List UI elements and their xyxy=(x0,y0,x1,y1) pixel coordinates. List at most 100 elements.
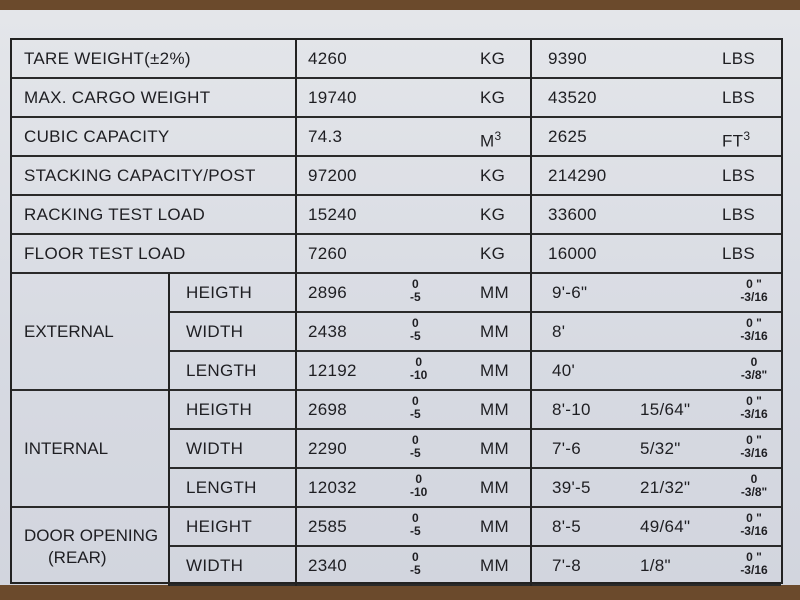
table-row: HEIGTH 2698 0 -5 MM 8'-10 15/64" 0 " -3/16 xyxy=(170,391,781,430)
unit-exponent: 3 xyxy=(494,129,502,143)
feet-value: 8'-10 xyxy=(552,400,591,419)
metric-tolerance: 0 -10 xyxy=(410,473,427,499)
metric-tolerance: 0 -5 xyxy=(410,278,421,304)
metric-tolerance: 0 -5 xyxy=(410,395,421,421)
imperial-unit: LBS xyxy=(722,196,755,233)
table-row: MAX. CARGO WEIGHT 19740 KG 43520 LBS xyxy=(12,79,781,118)
metric-value: 97200 xyxy=(308,166,357,185)
unit-text: KG xyxy=(480,49,506,68)
feet-value: 8'-5 xyxy=(552,517,582,536)
tolerance-lower: -5 xyxy=(410,524,421,538)
metric-value: 2438 xyxy=(308,322,348,341)
tolerance-lower: -5 xyxy=(410,407,421,421)
table-row: CUBIC CAPACITY 74.3 M3 2625 FT3 xyxy=(12,118,781,157)
tolerance-upper: 0 xyxy=(411,316,419,330)
tolerance-upper: 0 xyxy=(750,355,758,369)
metric-unit: MM xyxy=(480,400,509,419)
tolerance-upper: 0 xyxy=(750,472,758,486)
imperial-unit: LBS xyxy=(722,157,755,194)
metric-value: 74.3 xyxy=(308,127,343,146)
metric-unit: MM xyxy=(480,556,509,575)
imperial-value: 43520 xyxy=(548,88,597,107)
tolerance-upper: 0 " xyxy=(746,511,762,525)
metric-value: 2698 xyxy=(308,400,348,419)
metric-value: 19740 xyxy=(308,88,357,107)
inch-value: 5/32" xyxy=(640,439,681,458)
metric-value: 15240 xyxy=(308,205,357,224)
metric-value: 2290 xyxy=(308,439,348,458)
dimension-label: WIDTH xyxy=(186,322,244,341)
row-label: RACKING TEST LOAD xyxy=(24,205,206,224)
tolerance-lower: -3/8" xyxy=(740,485,768,499)
tolerance-lower: -10 xyxy=(410,485,428,499)
table-row: TARE WEIGHT(±2%) 4260 KG 9390 LBS xyxy=(12,40,781,79)
tolerance-upper: 0 " xyxy=(746,550,762,564)
tolerance-lower: -3/16 xyxy=(740,446,768,460)
row-label: CUBIC CAPACITY xyxy=(24,127,170,146)
metric-value: 4260 xyxy=(308,49,348,68)
column-divider xyxy=(530,40,532,586)
imperial-tolerance: 0 " -3/16 xyxy=(732,551,776,577)
group-label-line: (REAR) xyxy=(48,548,107,567)
metric-tolerance: 0 -5 xyxy=(410,317,421,343)
feet-value: 39'-5 xyxy=(552,478,591,497)
tolerance-lower: -3/8" xyxy=(740,368,768,382)
tolerance-upper: 0 " xyxy=(746,277,762,291)
metric-unit: KG xyxy=(480,196,505,233)
tolerance-upper: 0 xyxy=(411,433,419,447)
dimension-label: HEIGTH xyxy=(186,400,253,419)
metric-value: 2896 xyxy=(308,283,348,302)
metric-unit: MM xyxy=(480,322,509,341)
metric-value: 12032 xyxy=(308,478,357,497)
metric-unit: MM xyxy=(480,517,509,536)
feet-value: 40' xyxy=(552,361,576,380)
imperial-tolerance: 0 -3/8" xyxy=(732,473,776,499)
unit-text: KG xyxy=(480,166,506,185)
tolerance-lower: -3/16 xyxy=(740,329,768,343)
tolerance-lower: -5 xyxy=(410,290,421,304)
group-label-2: INTERNAL xyxy=(12,391,170,508)
tolerance-lower: -3/16 xyxy=(740,524,768,538)
row-label: FLOOR TEST LOAD xyxy=(24,244,186,263)
imperial-tolerance: 0 -3/8" xyxy=(732,356,776,382)
metric-value: 12192 xyxy=(308,361,357,380)
row-label: TARE WEIGHT(±2%) xyxy=(24,49,191,68)
table-row: WIDTH 2340 0 -5 MM 7'-8 1/8" 0 " -3/16 xyxy=(170,547,781,586)
imperial-tolerance: 0 " -3/16 xyxy=(732,434,776,460)
group-label-1: EXTERNAL xyxy=(12,274,170,391)
group-label-3: DOOR OPENING (REAR) xyxy=(12,508,170,586)
imperial-value: 214290 xyxy=(548,166,607,185)
feet-value: 7'-6 xyxy=(552,439,582,458)
inch-value: 21/32" xyxy=(640,478,691,497)
metric-value: 7260 xyxy=(308,244,348,263)
tolerance-lower: -10 xyxy=(410,368,428,382)
metric-unit: MM xyxy=(480,478,509,497)
unit-exponent: 3 xyxy=(743,129,751,143)
unit-text: FT xyxy=(722,131,744,151)
dimension-label: HEIGTH xyxy=(186,283,253,302)
tolerance-upper: 0 " xyxy=(746,394,762,408)
unit-text: LBS xyxy=(722,244,756,263)
table-row: RACKING TEST LOAD 15240 KG 33600 LBS xyxy=(12,196,781,235)
row-label: STACKING CAPACITY/POST xyxy=(24,166,256,185)
table-row: STACKING CAPACITY/POST 97200 KG 214290 LBS xyxy=(12,157,781,196)
tolerance-upper: 0 " xyxy=(746,316,762,330)
table-row: LENGTH 12032 0 -10 MM 39'-5 21/32" 0 -3/8" xyxy=(170,469,781,508)
tolerance-lower: -5 xyxy=(410,329,421,343)
metric-unit: KG xyxy=(480,40,505,77)
metric-unit: KG xyxy=(480,235,505,272)
imperial-unit: LBS xyxy=(722,79,755,116)
imperial-unit: LBS xyxy=(722,40,755,77)
table-row: WIDTH 2290 0 -5 MM 7'-6 5/32" 0 " -3/16 xyxy=(170,430,781,469)
inch-value: 49/64" xyxy=(640,517,691,536)
imperial-value: 16000 xyxy=(548,244,597,263)
imperial-tolerance: 0 " -3/16 xyxy=(732,317,776,343)
unit-text: LBS xyxy=(722,88,756,107)
dimension-label: HEIGHT xyxy=(186,517,253,536)
column-divider xyxy=(295,40,297,586)
tolerance-upper: 0 xyxy=(411,394,419,408)
imperial-tolerance: 0 " -3/16 xyxy=(732,278,776,304)
unit-text: M xyxy=(480,131,495,151)
metric-unit: KG xyxy=(480,79,505,116)
feet-value: 9'-6" xyxy=(552,283,588,302)
